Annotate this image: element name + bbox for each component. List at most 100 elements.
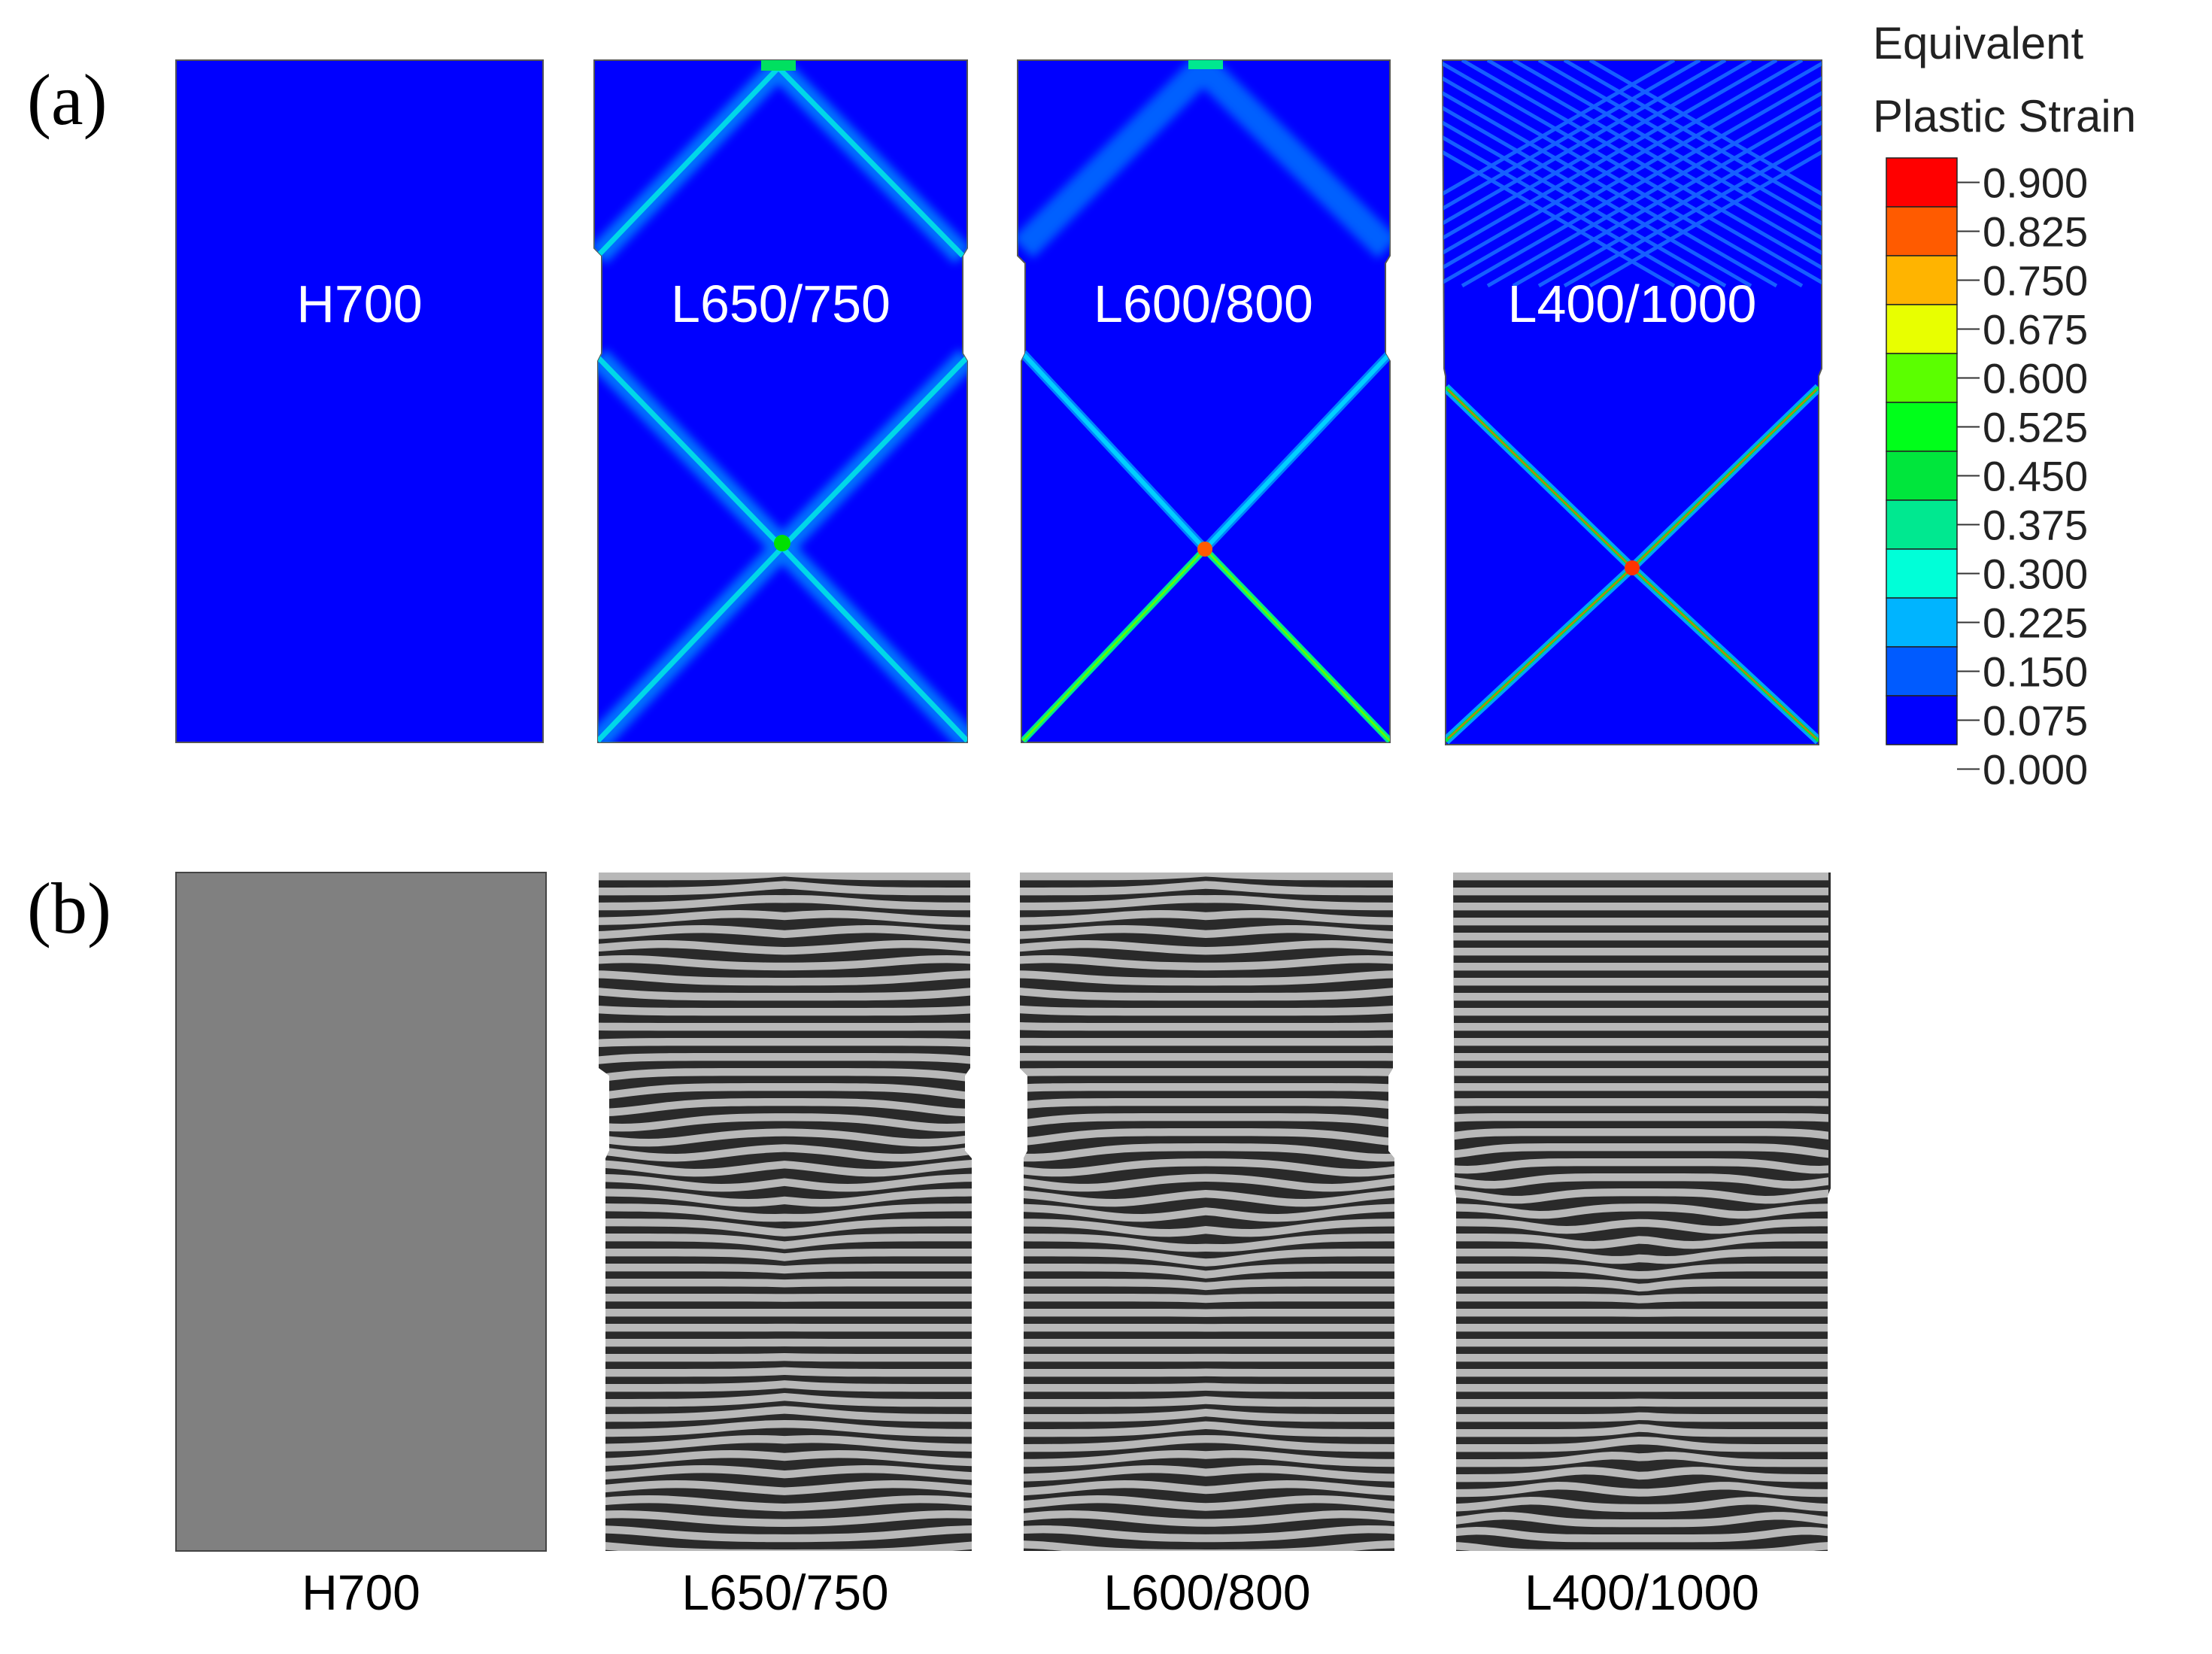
layer-stripe [1020, 1098, 1394, 1110]
layer-stripe [1453, 1339, 1828, 1347]
colorbar-segment [1886, 695, 1958, 745]
legend-title-line2: Plastic Strain [1873, 91, 2136, 141]
layer-stripe [1020, 1435, 1394, 1452]
layer-stripe [1020, 1068, 1394, 1076]
shear-bands-l650-750 [594, 60, 967, 742]
layer-stripe [1453, 1482, 1828, 1498]
contour-label-h700: H700 [296, 275, 422, 333]
layer-stripe [1453, 1113, 1828, 1123]
sample-label-h700: H700 [302, 1564, 420, 1620]
stripes-l600-800 [1016, 856, 1395, 1551]
crosshatch-line [1443, 60, 1727, 288]
sample-label-l400-1000: L400/1000 [1525, 1564, 1759, 1620]
layer-stripe [599, 873, 972, 881]
layer-stripe [599, 925, 972, 939]
crosshatch-line [1443, 60, 1822, 288]
layer-stripe [1020, 940, 1394, 955]
layer-stripe [1453, 873, 1828, 881]
layer-stripe [599, 1406, 972, 1422]
layer-stripe [1453, 1467, 1828, 1483]
layer-stripe [599, 1353, 972, 1362]
layer-stripe [599, 1323, 972, 1332]
layer-stripe [1453, 1424, 1828, 1437]
colorbar-tick-label: 0.450 [1983, 453, 2088, 500]
crosshatch-line [1486, 60, 1822, 288]
layer-stripe [1453, 1369, 1828, 1377]
colorbar-tick-label: 0.900 [1983, 159, 2088, 207]
layer-stripe [599, 1053, 972, 1065]
layers-l600-800 [1016, 856, 1395, 1551]
layers-l650-750 [599, 873, 972, 1551]
layer-stripe [1016, 856, 1395, 865]
colorbar-segment [1886, 597, 1958, 648]
layer-stripe [1020, 1339, 1394, 1347]
layer-stripe [1453, 1542, 1828, 1551]
layer-stripe [1020, 1294, 1394, 1303]
layer-stripe [1453, 1008, 1828, 1016]
stripes-l650-750 [599, 873, 972, 1551]
colorbar-tick-label: 0.000 [1983, 746, 2088, 794]
layer-stripe [599, 1480, 972, 1495]
layer-stripe [1020, 1368, 1394, 1377]
layer-stripe [1453, 1053, 1828, 1061]
crosshatch-line [1443, 60, 1752, 288]
layer-stripe [1020, 1353, 1394, 1362]
layer-stripe [1020, 1053, 1394, 1061]
layer-stripe [1020, 1249, 1394, 1267]
layer-stripe [599, 1380, 972, 1392]
colorbar-tick-label: 0.375 [1983, 502, 2088, 549]
colorbar-tick-label: 0.225 [1983, 599, 2088, 647]
layer-stripe [599, 1294, 972, 1302]
crosshatch-line [1537, 60, 1822, 288]
layer-stripe [599, 881, 972, 896]
layer-stripe [599, 910, 972, 925]
legend-title-line1: Equivalent [1873, 18, 2084, 68]
colorbar-tick-label: 0.300 [1983, 551, 2088, 598]
layer-stripe [1020, 895, 1394, 911]
layer-stripe [599, 1173, 972, 1192]
layer-stripe [599, 1005, 972, 1016]
layer-stripe [1020, 1264, 1394, 1279]
layer-stripe [1453, 1188, 1828, 1204]
colorbar-segment [1886, 206, 1958, 256]
layer-stripe [1453, 1218, 1828, 1234]
layer-stripe [1453, 1452, 1828, 1467]
colorbar-segment [1886, 646, 1958, 697]
contour-h700: H700 [175, 59, 544, 743]
layer-stripe [599, 970, 972, 986]
crosshatch-line [1588, 60, 1822, 288]
layer-stripe [599, 1144, 972, 1162]
layer-stripe [1453, 1234, 1828, 1249]
layer-stripe [599, 1022, 972, 1031]
layer-stripe [599, 1234, 972, 1249]
contour-l400-1000: L400/1000 [1441, 59, 1822, 745]
layer-stripe [1020, 1525, 1394, 1543]
colorbar-tick-label: 0.600 [1983, 355, 2088, 402]
layer-stripe [1020, 881, 1394, 896]
layer-stripe [1020, 873, 1394, 881]
layers-h700 [175, 872, 547, 1552]
layer-stripe [1453, 1384, 1828, 1392]
colorbar-segment [1886, 157, 1958, 208]
layer-stripe [1453, 933, 1828, 941]
layer-stripe [1453, 1497, 1828, 1513]
layer-stripe [599, 1159, 972, 1177]
layer-stripe [599, 895, 972, 911]
panel-a: H700 L650/750 [175, 59, 1822, 745]
colorbar-tick-label: 0.750 [1983, 257, 2088, 305]
layer-stripe [1020, 987, 1394, 1001]
layer-stripe [1453, 1068, 1828, 1076]
layer-stripe [1453, 1203, 1828, 1219]
layer-stripe [1020, 1189, 1394, 1207]
layer-stripe [599, 1525, 972, 1543]
layer-stripe [1453, 1128, 1828, 1141]
layer-stripe [599, 1510, 972, 1527]
layer-stripe [1453, 948, 1828, 956]
colorbar-tick-label: 0.825 [1983, 208, 2088, 256]
layer-stripe [1453, 1023, 1828, 1031]
layer-stripe [1020, 1309, 1394, 1317]
layers-l400-1000 [1453, 873, 1831, 1551]
layer-stripe [1453, 963, 1828, 971]
layer-stripe [1020, 1158, 1394, 1177]
colorbar-legend: Equivalent Plastic Strain 0.9000.8250.75… [1873, 18, 2136, 794]
